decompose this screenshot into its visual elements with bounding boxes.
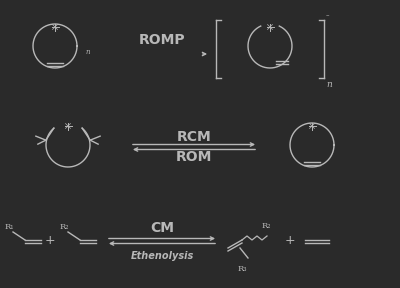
- Text: +: +: [45, 234, 55, 247]
- Text: R₁: R₁: [5, 223, 14, 231]
- Text: –: –: [326, 12, 330, 18]
- Text: R₂: R₂: [261, 222, 271, 230]
- Text: R₃: R₃: [237, 265, 247, 273]
- Text: R₂: R₂: [60, 223, 70, 231]
- Text: CM: CM: [150, 221, 174, 235]
- Text: +: +: [285, 234, 295, 247]
- Text: n: n: [85, 48, 90, 56]
- Text: Ethenolysis: Ethenolysis: [130, 251, 194, 261]
- Text: ROMP: ROMP: [139, 33, 185, 47]
- Text: ROM: ROM: [176, 150, 212, 164]
- Text: RCM: RCM: [177, 130, 211, 144]
- Text: n: n: [326, 80, 332, 89]
